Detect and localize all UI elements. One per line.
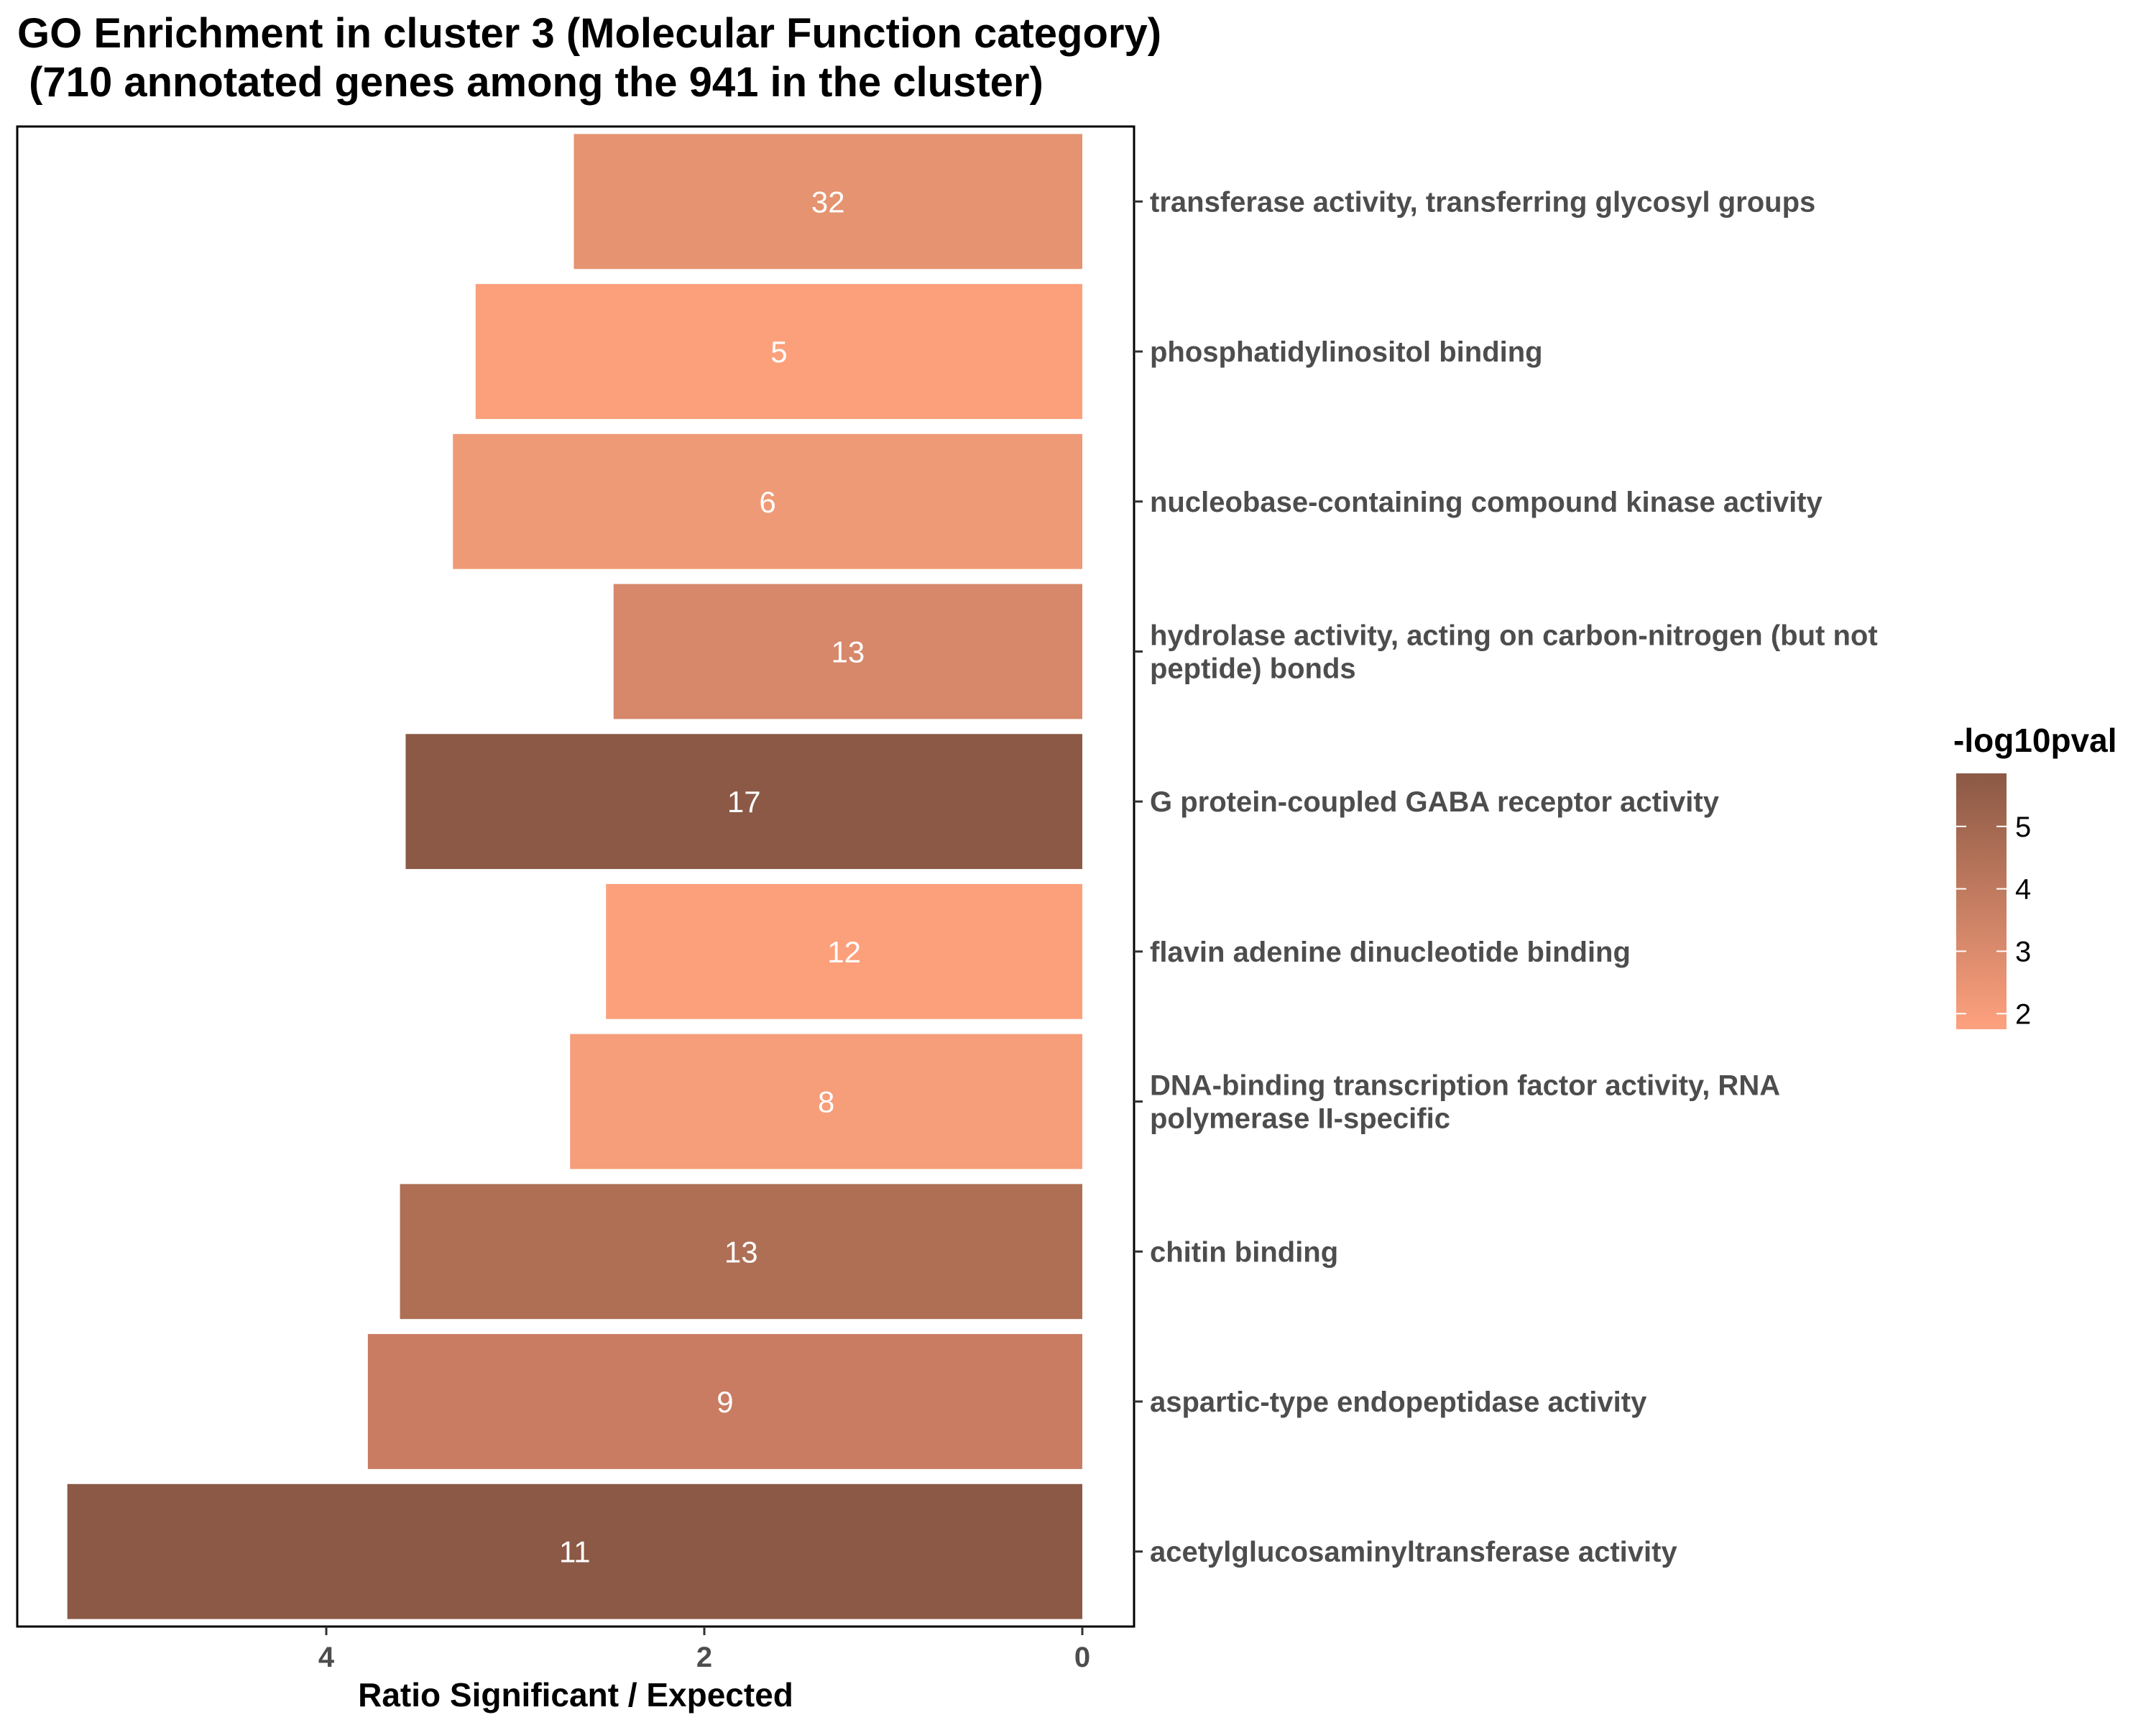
legend-tick-label-2: 3 bbox=[2015, 936, 2031, 967]
chart-title-line-2: (710 annotated genes among the 941 in th… bbox=[17, 59, 1044, 106]
bar-9 bbox=[67, 1484, 1083, 1619]
legend-ticks: 5 4 3 2 bbox=[1956, 811, 2031, 1030]
category-label-1: phosphatidylinositol binding bbox=[1150, 336, 1543, 368]
y-axis-category-labels: transferase activity, transferring glyco… bbox=[1150, 186, 1878, 1568]
x-tick-label-2: 0 bbox=[1074, 1642, 1090, 1673]
y-axis-ticks bbox=[1134, 200, 1143, 1553]
color-legend: -log10pval 5 4 3 2 bbox=[1953, 722, 2117, 1030]
x-tick-label-0: 4 bbox=[318, 1642, 335, 1673]
bar-value-label-2: 6 bbox=[759, 485, 775, 519]
bars-layer bbox=[67, 134, 1083, 1619]
bar-3 bbox=[613, 584, 1082, 719]
x-axis-ticks bbox=[325, 1627, 1084, 1635]
bar-value-label-6: 8 bbox=[818, 1085, 834, 1119]
legend-colorbar bbox=[1956, 773, 2007, 1029]
category-label-6-line-1: polymerase II-specific bbox=[1150, 1103, 1450, 1135]
bar-value-label-3: 13 bbox=[831, 635, 865, 668]
bar-4 bbox=[405, 734, 1082, 870]
bar-value-label-8: 9 bbox=[717, 1385, 733, 1419]
bar-6 bbox=[570, 1034, 1082, 1169]
legend-tick-label-0: 5 bbox=[2015, 811, 2031, 843]
bar-value-label-1: 5 bbox=[770, 335, 787, 369]
bar-labels-layer: 32 5 6 13 17 12 8 13 9 11 bbox=[559, 185, 865, 1568]
category-label-8: aspartic-type endopeptidase activity bbox=[1150, 1386, 1647, 1418]
x-axis-tick-labels: 4 2 0 bbox=[318, 1642, 1090, 1673]
legend-tick-label-1: 4 bbox=[2015, 874, 2031, 906]
bar-5 bbox=[606, 883, 1082, 1019]
category-label-6-line-0: DNA-binding transcription factor activit… bbox=[1150, 1070, 1780, 1102]
x-tick-label-1: 2 bbox=[696, 1642, 712, 1673]
category-label-0: transferase activity, transferring glyco… bbox=[1150, 186, 1815, 218]
category-label-3-line-0: hydrolase activity, acting on carbon-nit… bbox=[1150, 620, 1878, 651]
bar-0 bbox=[573, 134, 1082, 270]
bar-7 bbox=[400, 1184, 1082, 1320]
category-label-5: flavin adenine dinucleotide binding bbox=[1150, 937, 1631, 968]
bar-value-label-5: 12 bbox=[827, 935, 861, 969]
x-axis-title: Ratio Significant / Expected bbox=[358, 1676, 793, 1714]
legend-tick-label-3: 2 bbox=[2015, 998, 2031, 1030]
bar-value-label-9: 11 bbox=[559, 1535, 591, 1569]
chart-title-line-1: GO Enrichment in cluster 3 (Molecular Fu… bbox=[17, 10, 1161, 57]
legend-title: -log10pval bbox=[1953, 722, 2117, 759]
bar-2 bbox=[453, 433, 1082, 569]
category-label-2: nucleobase-containing compound kinase ac… bbox=[1150, 487, 1823, 518]
category-label-3-line-1: peptide) bonds bbox=[1150, 653, 1356, 684]
category-label-9: acetylglucosaminyltransferase activity bbox=[1150, 1537, 1677, 1568]
chart-title: GO Enrichment in cluster 3 (Molecular Fu… bbox=[17, 10, 1161, 106]
bar-value-label-0: 32 bbox=[811, 185, 845, 218]
plot-panel-border bbox=[16, 125, 1135, 1628]
category-label-7: chitin binding bbox=[1150, 1236, 1338, 1268]
bar-value-label-7: 13 bbox=[724, 1235, 758, 1269]
bar-value-label-4: 17 bbox=[727, 785, 761, 819]
bar-1 bbox=[475, 284, 1082, 419]
category-label-4: G protein-coupled GABA receptor activity bbox=[1150, 786, 1720, 818]
bar-8 bbox=[367, 1334, 1082, 1469]
